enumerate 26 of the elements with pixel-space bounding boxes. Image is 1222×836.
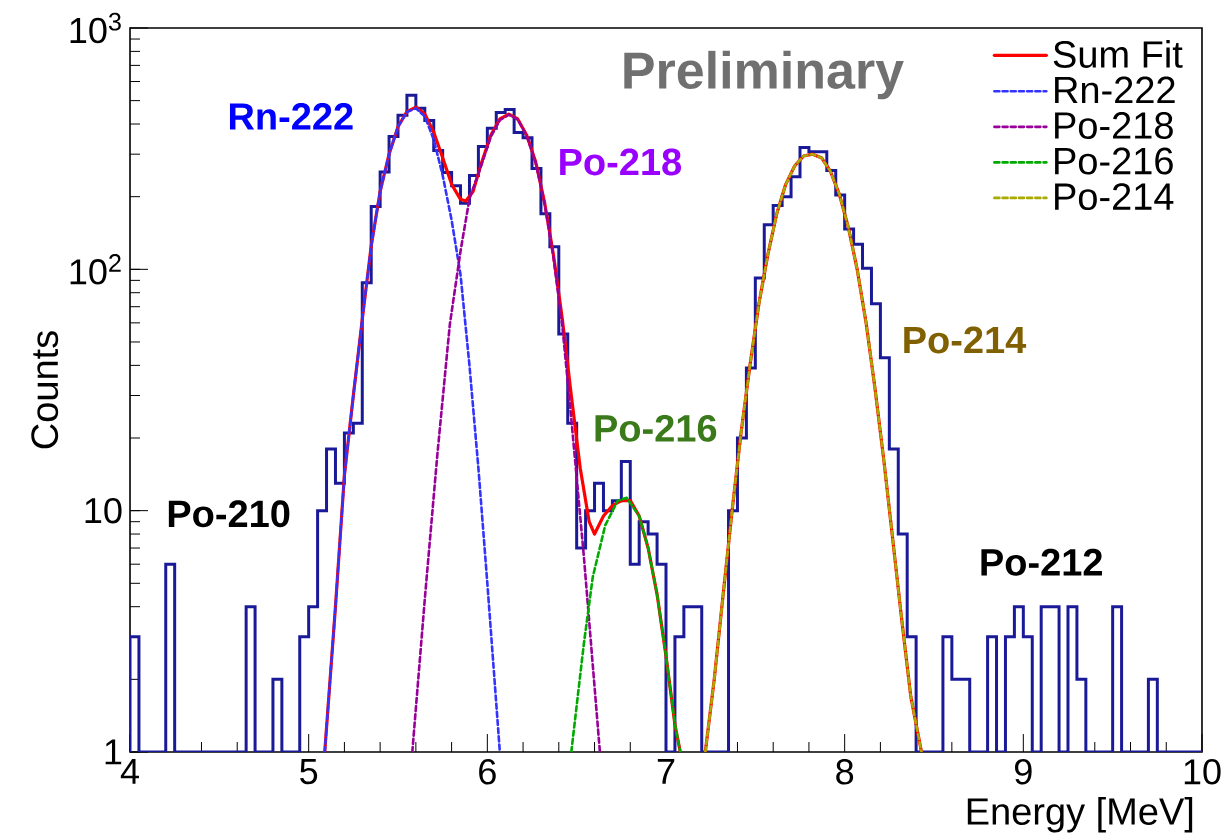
x-tick-label: 6 (479, 759, 496, 785)
legend-label: Po-218 (1055, 112, 1173, 139)
annotation: Rn-222 (229, 103, 353, 130)
line-series (570, 496, 682, 752)
annotation: Po-214 (904, 326, 1027, 354)
x-tick-label: 8 (836, 759, 854, 785)
x-tick-label: 7 (657, 759, 675, 784)
y-axis-title: Counts (31, 331, 59, 449)
x-tick-label: 9 (1015, 759, 1032, 785)
x-tick-label: 5 (300, 759, 318, 785)
annotation: Po-212 (981, 548, 1102, 576)
y-tick-label: 10$^{3}$ (70, 12, 121, 44)
annotation: Po-218 (560, 148, 682, 176)
y-tick-label: 1 (105, 739, 122, 765)
x-tick-label: 10 (1184, 759, 1221, 785)
legend-label: Sum Fit (1053, 40, 1183, 68)
legend-label: Po-214 (1055, 183, 1174, 211)
legend-label: Rn-222 (1055, 76, 1175, 104)
x-axis-title: Energy [MeV] (967, 797, 1193, 833)
x-tick-label: 4 (120, 759, 139, 784)
annotation: Po-216 (595, 414, 717, 442)
y-tick-label: 10 (85, 497, 122, 524)
annotation: Preliminary (624, 50, 904, 100)
y-tick-label: 10$^{2}$ (70, 254, 121, 285)
annotation: Po-210 (168, 500, 290, 528)
legend-label: Po-216 (1055, 147, 1173, 175)
